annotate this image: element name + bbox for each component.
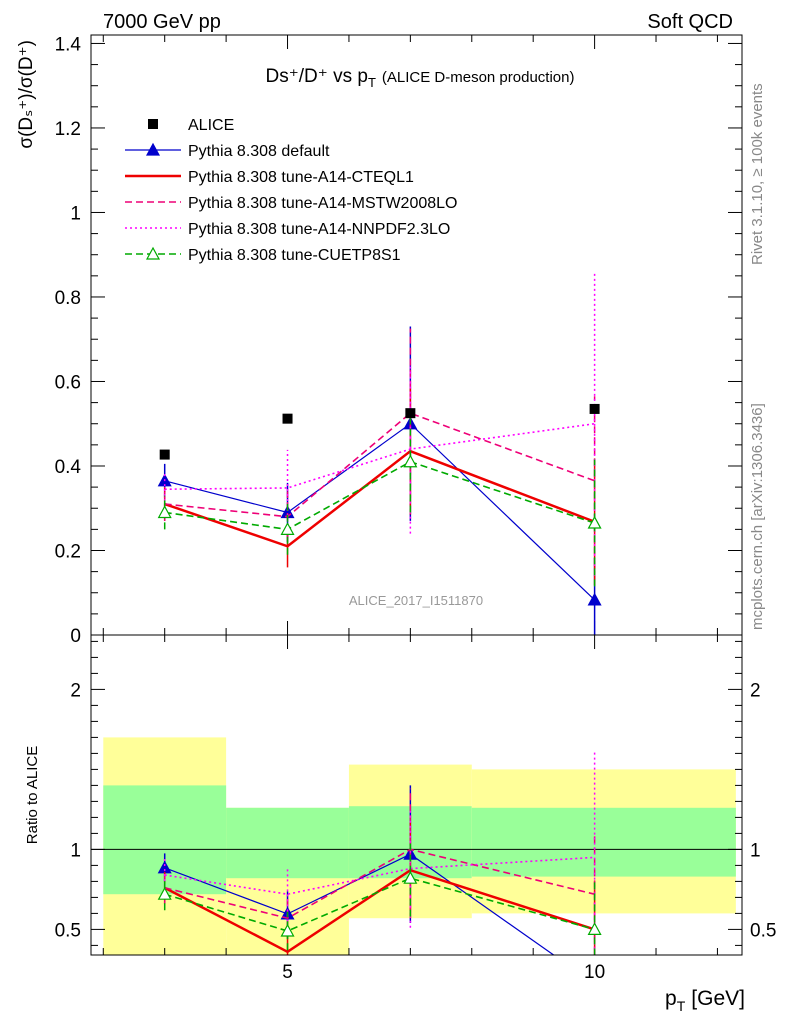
main-ytick-label: 1.2 [55,119,81,140]
ratio-ytick-label: 2 [70,680,81,701]
legend-item: ALICE [148,117,234,134]
main-title: Ds⁺/D⁺ vs pT (ALICE D-meson production) [266,66,575,90]
rivet-label: Rivet 3.1.10, ≥ 100k events [749,83,766,265]
ratio-data-point [587,922,602,936]
ratio-data-point [157,886,172,900]
ratio-series-line [164,868,595,954]
ratio-data-point [403,870,418,884]
legend-label: Pythia 8.308 tune-A14-CTEQL1 [188,169,414,186]
header-left: 7000 GeV pp [103,11,221,33]
ratio-ytick-label-right: 2 [750,680,761,701]
series-line [164,422,596,601]
main-ytick-label: 0.2 [55,541,81,562]
x-tick-label: 5 [282,962,293,983]
legend: ALICE Pythia 8.308 default Pythia 8.308 tu… [125,117,457,264]
title-paren: (ALICE D-meson production) [382,69,575,86]
mcplots-label: mcplots.cern.ch [arXiv:1306.3436] [749,403,766,630]
xlabel-main: p [665,987,677,1010]
legend-item: Pythia 8.308 default [125,142,330,160]
legend-label: ALICE [188,117,234,134]
data-point-alice [282,413,293,424]
data-point [587,592,602,606]
main-ytick-label: 1.4 [55,34,82,55]
series-line [164,449,596,548]
ratio-series-4 [157,839,602,955]
legend-marker [145,142,161,156]
main-ytick-label: 0 [70,626,81,647]
ratio-series-line [164,877,595,932]
main-ytick-label: 0.4 [55,457,82,478]
main-ytick-label: 0.6 [55,372,81,393]
series-line [164,412,595,518]
band-green-3 [471,807,736,877]
series-line [164,422,595,491]
ratio-plot-frame [90,634,743,956]
ratio-data-point [280,923,295,937]
ratio-ytick-label-right: 1 [750,840,761,861]
legend-label: Pythia 8.308 tune-CUETP8S1 [188,247,401,264]
main-ylabel: σ(Dₛ⁺)/σ(D⁺) [16,40,37,149]
ratio-series-group [157,750,602,955]
legend-label: Pythia 8.308 default [188,143,330,160]
data-point [403,454,418,468]
legend-item: Pythia 8.308 tune-CUETP8S1 [125,246,401,264]
main-ytick-label: 1 [70,203,81,224]
title-main: Ds⁺/D⁺ vs p [266,66,368,87]
legend-marker [145,246,161,260]
legend-item: Pythia 8.308 tune-A14-MSTW2008LO [125,195,457,212]
legend-label: Pythia 8.308 tune-A14-NNPDF2.3LO [188,221,450,238]
series-4 [163,271,596,576]
data-point [157,505,172,519]
band-green-1 [226,807,349,879]
ratio-ylabel: Ratio to ALICE [24,746,41,844]
ratio-panel: 5 10 0.5 0.5 1 1 2 2 Ratio to ALICE pT [GeV] [24,634,776,1014]
ratio-ytick-label: 0.5 [55,920,81,941]
x-tick-label: 10 [584,962,605,983]
ratio-series-line [164,853,555,955]
data-point [280,522,295,535]
ratio-ytick-label: 1 [70,840,81,861]
main-series-group [157,271,602,635]
data-point-alice [589,403,600,414]
data-point-alice [159,449,170,460]
data-point-alice [405,408,416,419]
main-panel: 0 0.2 0.4 0.6 0.8 1 1.2 1.4 Ds⁺/D⁺ vs pT (ALICE … [16,34,743,647]
header-right: Soft QCD [647,11,733,33]
legend-marker [148,119,158,129]
main-ytick-label: 0.8 [55,288,81,309]
series-5 [157,411,602,587]
series-3 [163,328,596,566]
legend-label: Pythia 8.308 tune-A14-MSTW2008LO [188,195,457,212]
xlabel-unit: [GeV] [691,987,745,1010]
legend-item: Pythia 8.308 tune-A14-NNPDF2.3LO [125,221,450,238]
legend-item: Pythia 8.308 tune-A14-CTEQL1 [125,169,414,186]
series-line [164,460,595,531]
x-axis-label: pT [GeV] [665,987,745,1014]
ratio-ytick-label-right: 0.5 [750,920,776,941]
series-2 [163,387,596,586]
data-point [587,515,602,529]
watermark: ALICE_2017_I1511870 [349,593,483,608]
xlabel-sub: T [677,998,686,1014]
title-sub: T [368,75,376,90]
